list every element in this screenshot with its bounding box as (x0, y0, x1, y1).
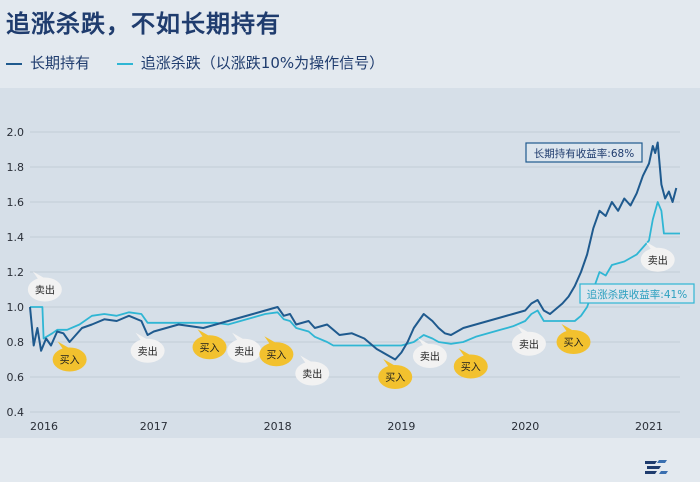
return-label-box (525, 142, 643, 163)
return-label-text: 追涨杀跌收益率:41% (587, 288, 687, 301)
buy-marker: 买入 (192, 329, 227, 360)
buy-marker: 买入 (259, 336, 294, 367)
marker-bubble (192, 335, 227, 360)
brand-logo-icon (643, 458, 669, 476)
return-label-text: 长期持有收益率:68% (534, 147, 634, 160)
x-tick-label: 2020 (511, 420, 539, 433)
sell-marker: 卖出 (130, 332, 165, 363)
marker-bubble (556, 330, 591, 354)
marker-label: 卖出 (648, 254, 668, 267)
sell-marker: 卖出 (227, 332, 262, 363)
y-tick-label: 0.6 (7, 371, 25, 384)
marker-label: 卖出 (420, 350, 440, 363)
legend-item-long-hold: 长期持有 (6, 52, 90, 73)
return-labels: 长期持有收益率:68% 追涨杀跌收益率:41% (525, 142, 695, 304)
marker-label: 买入 (200, 342, 220, 354)
return-label-box (579, 283, 695, 304)
y-tick-label: 0.8 (7, 336, 25, 349)
marker-label: 买入 (385, 372, 405, 384)
return-label-long-hold: 长期持有收益率:68% (525, 142, 643, 163)
marker-label: 卖出 (519, 338, 539, 351)
marker-bubble (378, 365, 413, 389)
marker-label: 卖出 (35, 284, 55, 297)
marker-bubble (130, 338, 165, 363)
sell-marker: 卖出 (640, 241, 675, 272)
buy-marker: 买入 (52, 341, 87, 372)
marker-label: 买入 (60, 355, 80, 367)
x-tick-label: 2017 (140, 420, 168, 433)
marker-label: 买入 (564, 337, 584, 349)
x-tick-label: 2021 (635, 420, 663, 433)
y-tick-label: 2.0 (7, 126, 25, 139)
legend-label-long-hold: 长期持有 (30, 54, 91, 72)
buy-marker: 买入 (378, 359, 413, 389)
sell-marker: 卖出 (511, 325, 546, 356)
legend-item-chase: 追涨杀跌（以涨跌10%为操作信号） (116, 52, 385, 73)
series-line-long-hold (29, 141, 678, 361)
marker-bubble (640, 247, 675, 272)
marker-bubble (227, 338, 262, 363)
marker-bubble (295, 361, 330, 386)
sell-marker: 卖出 (295, 355, 330, 386)
y-tick-label: 1.6 (7, 196, 25, 209)
series-line-chase (30, 201, 680, 347)
marker-label: 卖出 (234, 345, 254, 358)
marker-bubble (511, 331, 546, 356)
marker-bubble (453, 354, 488, 379)
x-tick-label: 2019 (387, 420, 415, 433)
chart-legend: 长期持有 追涨杀跌（以涨跌10%为操作信号） (6, 52, 406, 73)
page-title: 追涨杀跌，不如长期持有 (6, 10, 281, 38)
y-tick-label: 0.4 (7, 406, 25, 419)
y-tick-label: 1.2 (7, 266, 25, 279)
y-axis-ticks: 0.4 0.6 0.8 1.0 1.2 1.4 1.6 1.8 2.0 (7, 126, 25, 419)
y-tick-label: 1.8 (7, 161, 25, 174)
marker-bubble (27, 277, 62, 302)
marker-label: 买入 (266, 349, 286, 361)
legend-swatch-long-hold (6, 62, 22, 65)
return-label-chase: 追涨杀跌收益率:41% (579, 283, 695, 304)
buy-marker: 买入 (453, 348, 488, 379)
x-axis-ticks: 2016 2017 2018 2019 2020 2021 (30, 420, 663, 433)
sell-marker: 卖出 (412, 338, 447, 368)
y-tick-label: 1.0 (7, 301, 25, 314)
marker-bubble (412, 344, 447, 368)
legend-swatch-chase (116, 62, 133, 65)
legend-label-chase: 追涨杀跌（以涨跌10%为操作信号） (140, 54, 385, 72)
marker-label: 卖出 (138, 345, 158, 358)
buy-marker: 买入 (556, 324, 591, 354)
marker-bubble (52, 347, 87, 372)
x-tick-label: 2018 (264, 420, 292, 433)
marker-bubble (259, 342, 294, 367)
chart-series (29, 141, 680, 361)
line-chart: 0.4 0.6 0.8 1.0 1.2 1.4 1.6 1.8 2.0 2016 2017 2018… (0, 88, 700, 438)
sell-marker: 卖出 (27, 271, 62, 302)
marker-label: 卖出 (302, 368, 322, 381)
y-tick-label: 1.4 (7, 231, 25, 244)
x-tick-label: 2016 (30, 420, 58, 433)
marker-label: 买入 (461, 362, 481, 374)
